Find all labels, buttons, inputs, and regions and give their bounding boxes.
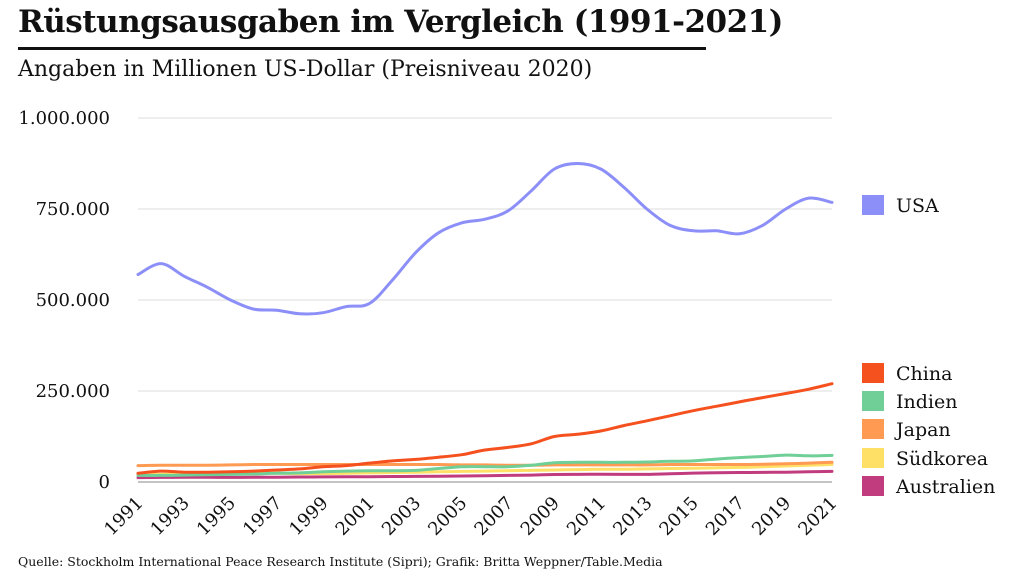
- x-tick-label: 2019: [748, 493, 795, 540]
- x-tick-label: 2021: [794, 493, 841, 540]
- y-tick-label: 1.000.000: [18, 108, 110, 129]
- x-tick-label: 2017: [702, 493, 749, 540]
- x-tick-label: 1999: [285, 493, 332, 540]
- legend-label-usa: USA: [896, 195, 939, 217]
- x-tick-label: 2013: [609, 493, 656, 540]
- legend-swatch-japan: [862, 419, 884, 439]
- x-tick-label: 2003: [378, 493, 425, 540]
- y-tick-label: 750.000: [36, 199, 110, 220]
- x-tick-label: 1995: [193, 493, 240, 540]
- series-line-australien: [136, 469, 834, 480]
- x-tick-label: 1991: [100, 493, 147, 540]
- chart-subtitle: Angaben in Millionen US-Dollar (Preisniv…: [18, 57, 593, 82]
- x-tick-label: 2001: [332, 493, 379, 540]
- source-note: Quelle: Stockholm International Peace Re…: [18, 554, 663, 569]
- legend-swatch-china: [862, 363, 884, 383]
- series-line-china: [136, 382, 834, 475]
- legend-swatch-südkorea: [862, 448, 884, 468]
- legend: USA China Indien Japan Südkorea Australien: [862, 195, 995, 498]
- legend-label-china: China: [896, 363, 952, 385]
- x-tick-label: 2005: [424, 493, 471, 540]
- legend-label-australien: Australien: [895, 476, 995, 498]
- x-tick-label: 2015: [655, 493, 702, 540]
- grid-lines: [138, 117, 832, 483]
- x-axis-ticks: 1991 1993 1995 1997 1999 2001 2003 2005 2007 2009…: [100, 493, 841, 540]
- y-tick-label: 250.000: [36, 381, 110, 402]
- series-line-usa: [136, 162, 834, 316]
- legend-swatch-indien: [862, 391, 884, 411]
- x-tick-label: 2009: [517, 493, 564, 540]
- title-underline: [18, 47, 706, 50]
- x-tick-label: 2007: [470, 493, 517, 540]
- series-line-japan: [136, 460, 834, 468]
- y-tick-label: 0: [99, 472, 110, 493]
- legend-swatch-usa: [862, 195, 884, 215]
- series-line-indien: [136, 453, 834, 477]
- x-tick-label: 1993: [147, 493, 194, 540]
- x-tick-label: 1997: [239, 493, 286, 540]
- y-tick-label: 500.000: [36, 290, 110, 311]
- chart-title: Rüstungsausgaben im Vergleich (1991-2021…: [18, 4, 783, 40]
- legend-label-indien: Indien: [896, 391, 957, 413]
- y-axis-ticks: 0 250.000 500.000 750.000 1.000.000: [18, 108, 110, 493]
- legend-label-südkorea: Südkorea: [896, 448, 988, 470]
- legend-swatch-australien: [862, 476, 884, 496]
- x-tick-label: 2011: [563, 493, 610, 540]
- legend-label-japan: Japan: [894, 419, 951, 441]
- series-lines: [136, 162, 834, 480]
